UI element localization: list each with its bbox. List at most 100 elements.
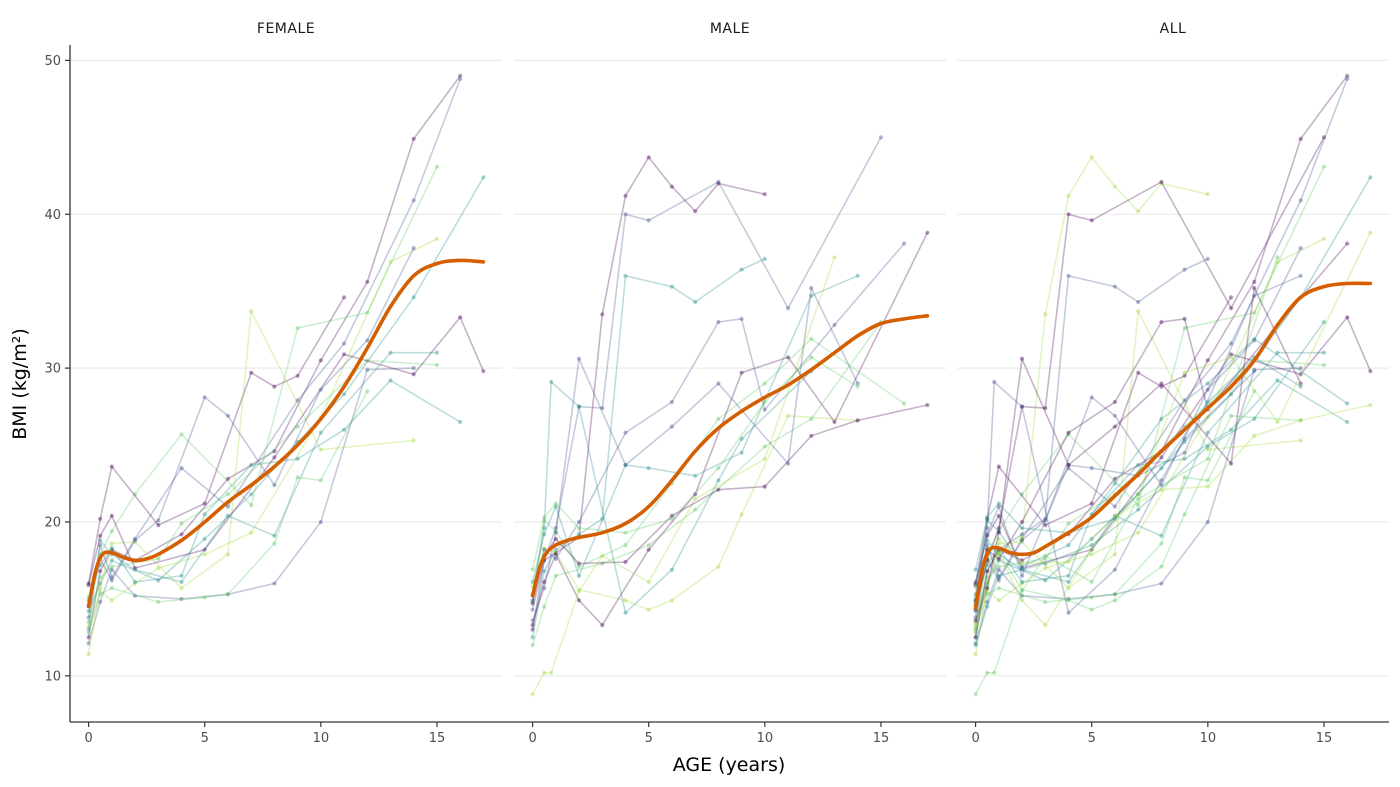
individual-data-point: [1043, 566, 1048, 571]
individual-data-point: [1066, 610, 1071, 615]
individual-data-point: [109, 586, 114, 591]
individual-data-point: [272, 449, 277, 454]
individual-data-point: [98, 543, 103, 548]
individual-data-point: [202, 501, 207, 506]
individual-data-point: [646, 155, 651, 160]
individual-data-point: [1229, 306, 1234, 311]
individual-data-point: [434, 362, 440, 368]
individual-data-point: [669, 399, 675, 405]
individual-data-point: [1321, 362, 1327, 368]
individual-data-point: [202, 536, 207, 542]
individual-data-point: [1136, 496, 1141, 501]
individual-data-point: [1252, 310, 1257, 315]
individual-data-point: [318, 519, 323, 525]
individual-data-point: [1182, 316, 1187, 321]
individual-data-point: [109, 558, 114, 563]
individual-data-point: [576, 564, 582, 569]
x-tick-label: 5: [645, 731, 653, 746]
individual-data-point: [411, 372, 416, 377]
individual-data-point: [1043, 406, 1048, 411]
individual-data-point: [1229, 461, 1234, 466]
individual-data-point: [1252, 293, 1257, 298]
individual-data-point: [1345, 401, 1350, 406]
individual-data-point: [1159, 487, 1164, 492]
individual-data-point: [249, 530, 254, 535]
individual-data-point: [1368, 402, 1373, 408]
individual-data-point: [86, 609, 91, 614]
individual-data-point: [623, 212, 628, 217]
individual-data-point: [855, 384, 860, 389]
individual-data-point: [1159, 455, 1164, 460]
individual-series-line: [531, 356, 859, 570]
individual-data-point: [542, 604, 547, 609]
individual-data-point: [225, 592, 230, 597]
individual-data-point: [1066, 193, 1071, 198]
individual-data-point: [1205, 387, 1210, 392]
individual-data-point: [1298, 372, 1303, 377]
individual-data-point: [1112, 504, 1117, 509]
individual-data-point: [996, 558, 1001, 563]
individual-data-point: [762, 381, 767, 386]
individual-data-point: [762, 192, 767, 197]
individual-data-point: [1066, 466, 1071, 471]
individual-data-point: [98, 586, 103, 591]
individual-data-point: [132, 538, 138, 543]
individual-series-line: [87, 359, 438, 623]
individual-data-point: [1321, 135, 1327, 140]
individual-data-point: [1159, 319, 1164, 325]
individual-data-point: [762, 456, 767, 461]
individual-data-point: [272, 483, 277, 488]
individual-data-point: [1019, 536, 1025, 542]
individual-data-point: [1205, 444, 1210, 449]
individual-data-point: [1066, 596, 1071, 602]
individual-data-point: [86, 615, 91, 620]
individual-data-point: [985, 515, 990, 520]
individual-data-point: [1089, 466, 1094, 471]
x-tick-label: 5: [201, 731, 209, 746]
individual-series-line: [531, 404, 928, 604]
individual-data-point: [985, 569, 990, 574]
individual-data-point: [1229, 352, 1234, 357]
individual-data-point: [973, 692, 978, 697]
individual-data-point: [295, 456, 300, 461]
individual-series-line: [974, 308, 1301, 655]
individual-data-point: [132, 593, 138, 598]
individual-data-point: [109, 564, 114, 569]
individual-data-point: [1136, 507, 1141, 512]
y-axis-title: BMI (kg/m²): [9, 328, 31, 440]
individual-data-point: [693, 507, 698, 512]
individual-data-point: [716, 381, 721, 386]
individual-data-point: [86, 635, 91, 640]
individual-data-point: [1182, 512, 1187, 517]
individual-data-point: [576, 404, 582, 409]
individual-data-point: [623, 543, 628, 548]
individual-data-point: [1205, 399, 1210, 405]
individual-data-point: [985, 575, 990, 580]
individual-data-point: [553, 550, 558, 555]
individual-data-point: [156, 599, 161, 605]
individual-data-point: [600, 516, 605, 522]
individual-data-point: [1019, 526, 1025, 531]
individual-data-point: [225, 552, 230, 557]
individual-data-point: [985, 599, 990, 605]
individual-data-point: [1066, 598, 1071, 603]
individual-data-point: [530, 579, 535, 585]
individual-series-line: [531, 321, 882, 646]
individual-data-point: [132, 536, 138, 542]
individual-series-line: [531, 155, 765, 630]
individual-data-point: [1112, 592, 1117, 597]
individual-data-point: [225, 413, 230, 418]
individual-data-point: [1298, 246, 1303, 251]
individual-data-point: [600, 561, 605, 566]
individual-data-point: [1205, 478, 1210, 483]
individual-series-line: [531, 232, 929, 627]
individual-data-point: [1066, 573, 1071, 578]
individual-data-point: [693, 299, 698, 305]
individual-data-point: [646, 543, 651, 548]
individual-data-point: [1066, 579, 1071, 585]
individual-data-point: [156, 518, 161, 523]
individual-data-point: [202, 512, 207, 517]
individual-data-point: [973, 583, 978, 588]
individual-series-line: [974, 370, 1255, 615]
individual-data-point: [925, 402, 930, 408]
